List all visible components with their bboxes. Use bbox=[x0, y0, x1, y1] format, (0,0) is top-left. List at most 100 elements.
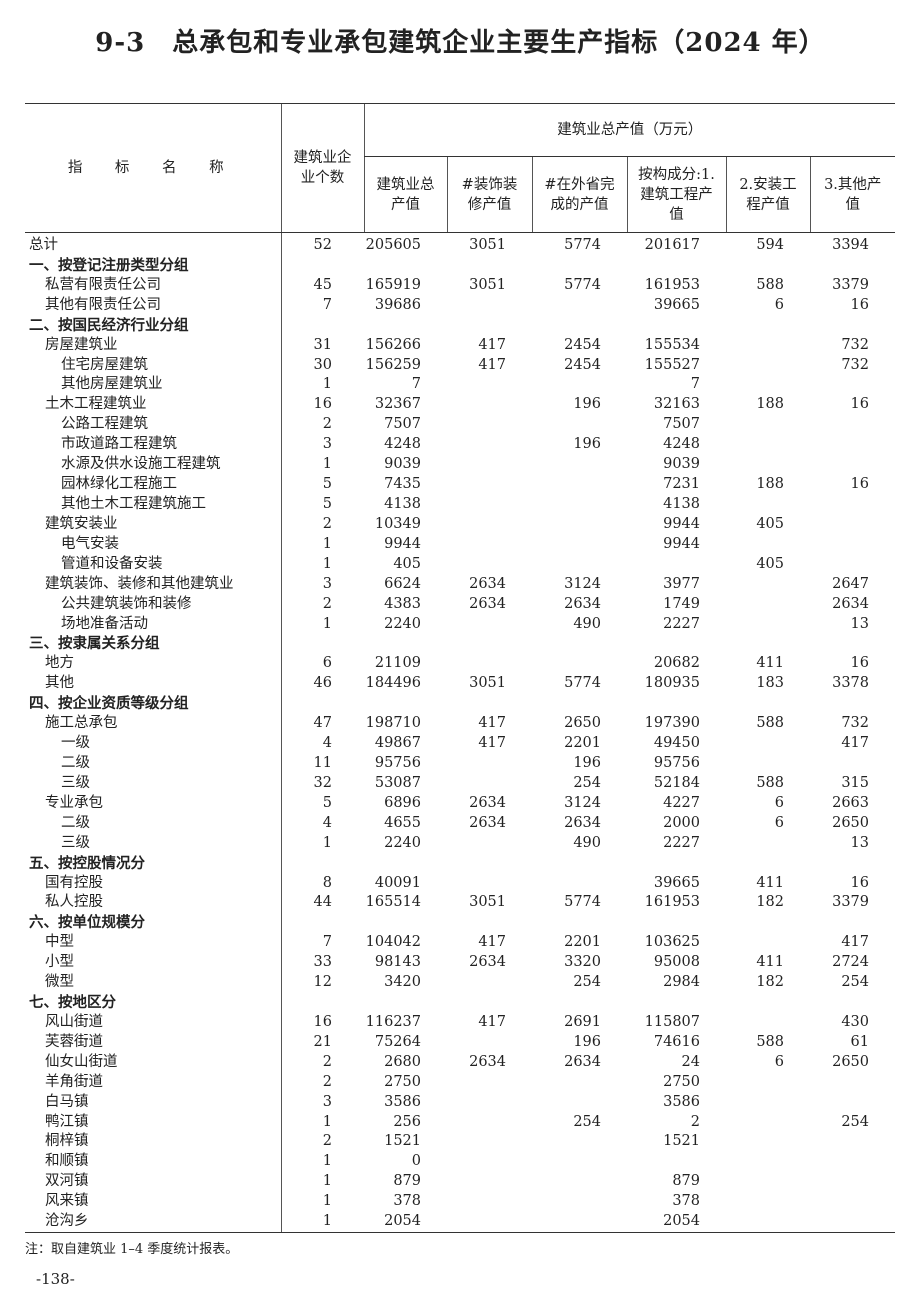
cell-installation-output bbox=[726, 1152, 810, 1172]
cell-building-works-output: 201617 bbox=[644, 237, 700, 253]
row-label: 其他有限责任公司 bbox=[45, 296, 161, 313]
cell-decoration-output: 417 bbox=[478, 715, 506, 732]
cell-other-output bbox=[810, 256, 895, 276]
cell-enterprise-count: 5 bbox=[280, 793, 364, 814]
table-row: 总计 52 205605 3051 5774 201617 594 3394 bbox=[25, 232, 895, 256]
cell-out-of-province-output: 2634 bbox=[564, 1053, 601, 1070]
cell-building-works-output: 161953 bbox=[644, 276, 700, 293]
cell-out-of-province-output bbox=[532, 874, 627, 894]
cell-installation-output bbox=[726, 356, 810, 376]
cell-total-output: 2054 bbox=[364, 1212, 447, 1234]
cell-building-works-output: 155534 bbox=[644, 336, 700, 353]
cell-out-of-province-output: 5774 bbox=[564, 276, 601, 293]
cell-enterprise-count: 1 bbox=[280, 1112, 364, 1133]
cell-installation-output bbox=[726, 1073, 810, 1093]
cell-decoration-output: 3051 bbox=[469, 237, 506, 253]
table-row: 公共建筑装饰和装修 2 4383 2634 2634 1749 2634 bbox=[25, 594, 895, 615]
table-row: 芙蓉街道 21 75264 196 74616 588 61 bbox=[25, 1032, 895, 1053]
cell-building-works-output: 2750 bbox=[663, 1073, 700, 1090]
row-label: 园林绿化工程施工 bbox=[61, 476, 177, 493]
cell-installation-output bbox=[726, 1113, 810, 1133]
cell-other-output: 2650 bbox=[832, 814, 869, 831]
cell-other-output: 2724 bbox=[832, 954, 869, 971]
cell-out-of-province-output bbox=[532, 1093, 627, 1113]
row-label: 其他房屋建筑业 bbox=[61, 376, 163, 393]
cell-building-works-output: 1521 bbox=[663, 1133, 700, 1150]
cell-other-output: 2634 bbox=[832, 595, 869, 612]
cell-out-of-province-output: 3124 bbox=[564, 575, 601, 592]
cell-other-output: 417 bbox=[841, 934, 869, 951]
row-label: 桐梓镇 bbox=[45, 1133, 89, 1150]
cell-building-works-output: 2227 bbox=[663, 834, 700, 851]
cell-building-works-output bbox=[627, 555, 726, 575]
cell-other-output: 3379 bbox=[832, 894, 869, 911]
cell-enterprise-count: 1 bbox=[280, 833, 364, 854]
table-row: 中型 7 104042 417 2201 103625 417 bbox=[25, 933, 895, 954]
page-number: -138- bbox=[36, 1270, 75, 1288]
cell-total-output: 7435 bbox=[384, 476, 421, 493]
cell-out-of-province-output: 2634 bbox=[564, 814, 601, 831]
cell-out-of-province-output bbox=[532, 555, 627, 575]
cell-other-output bbox=[810, 1132, 895, 1152]
cell-other-output bbox=[810, 1152, 895, 1172]
table-row: 桐梓镇 2 1521 1521 bbox=[25, 1132, 895, 1153]
table-row: 园林绿化工程施工 5 7435 7231 188 16 bbox=[25, 475, 895, 495]
cell-building-works-output: 378 bbox=[672, 1193, 700, 1210]
cell-decoration-output: 2634 bbox=[469, 954, 506, 971]
cell-other-output: 315 bbox=[841, 774, 869, 791]
row-label: 和顺镇 bbox=[45, 1153, 89, 1170]
section-header-row: 二、按国民经济行业分组 bbox=[25, 315, 895, 336]
cell-enterprise-count: 3 bbox=[280, 435, 364, 456]
cell-building-works-output: 39665 bbox=[653, 296, 700, 313]
cell-building-works-output: 39665 bbox=[653, 874, 700, 891]
cell-enterprise-count: 11 bbox=[280, 753, 364, 774]
cell-decoration-output: 2634 bbox=[469, 814, 506, 831]
cell-installation-output bbox=[726, 435, 810, 455]
cell-decoration-output bbox=[447, 1212, 532, 1234]
row-label: 房屋建筑业 bbox=[45, 336, 118, 353]
cell-other-output: 2663 bbox=[832, 794, 869, 811]
cell-decoration-output: 3051 bbox=[469, 276, 506, 293]
cell-enterprise-count: 1 bbox=[280, 375, 364, 396]
cell-total-output: 198710 bbox=[365, 715, 421, 732]
table-row: 仙女山街道 2 2680 2634 2634 24 6 2650 bbox=[25, 1052, 895, 1073]
row-label: 鸭江镇 bbox=[45, 1113, 89, 1130]
table-row: 建筑安装业 2 10349 9944 405 bbox=[25, 514, 895, 535]
cell-decoration-output bbox=[447, 555, 532, 575]
row-label: 三级 bbox=[61, 774, 90, 791]
cell-installation-output: 188 bbox=[756, 396, 784, 413]
cell-out-of-province-output: 3320 bbox=[564, 954, 601, 971]
cell-building-works-output: 9039 bbox=[663, 456, 700, 473]
cell-installation-output bbox=[726, 854, 810, 874]
section-header-row: 三、按隶属关系分组 bbox=[25, 634, 895, 655]
cell-installation-output: 411 bbox=[756, 655, 784, 672]
cell-out-of-province-output: 490 bbox=[573, 615, 601, 632]
cell-decoration-output bbox=[447, 854, 532, 874]
row-label: 其他土木工程建筑施工 bbox=[61, 495, 206, 512]
header-installation-output: 2.安装工程产值 bbox=[725, 156, 810, 233]
cell-decoration-output: 2634 bbox=[469, 595, 506, 612]
table-row: 三级 1 2240 490 2227 13 bbox=[25, 833, 895, 854]
cell-other-output bbox=[810, 754, 895, 774]
cell-enterprise-count: 1 bbox=[280, 1212, 364, 1234]
cell-total-output: 405 bbox=[393, 555, 421, 572]
cell-total-output: 4383 bbox=[384, 595, 421, 612]
section-header-row: 一、按登记注册类型分组 bbox=[25, 255, 895, 276]
table-row: 场地准备活动 1 2240 490 2227 13 bbox=[25, 614, 895, 635]
cell-total-output: 4248 bbox=[384, 436, 421, 453]
table-row: 二级 4 4655 2634 2634 2000 6 2650 bbox=[25, 813, 895, 834]
cell-enterprise-count: 46 bbox=[280, 674, 364, 695]
cell-building-works-output: 1749 bbox=[663, 595, 700, 612]
cell-installation-output bbox=[726, 495, 810, 515]
cell-decoration-output bbox=[447, 615, 532, 635]
cell-installation-output bbox=[726, 336, 810, 356]
cell-out-of-province-output bbox=[532, 375, 627, 395]
row-label: 中型 bbox=[45, 934, 74, 951]
cell-decoration-output bbox=[447, 296, 532, 316]
cell-out-of-province-output: 2691 bbox=[564, 1013, 601, 1030]
section-header-row: 五、按控股情况分 bbox=[25, 853, 895, 874]
cell-installation-output: 411 bbox=[756, 874, 784, 891]
cell-building-works-output: 103625 bbox=[644, 934, 700, 951]
cell-other-output: 732 bbox=[841, 356, 869, 373]
cell-decoration-output bbox=[447, 495, 532, 515]
